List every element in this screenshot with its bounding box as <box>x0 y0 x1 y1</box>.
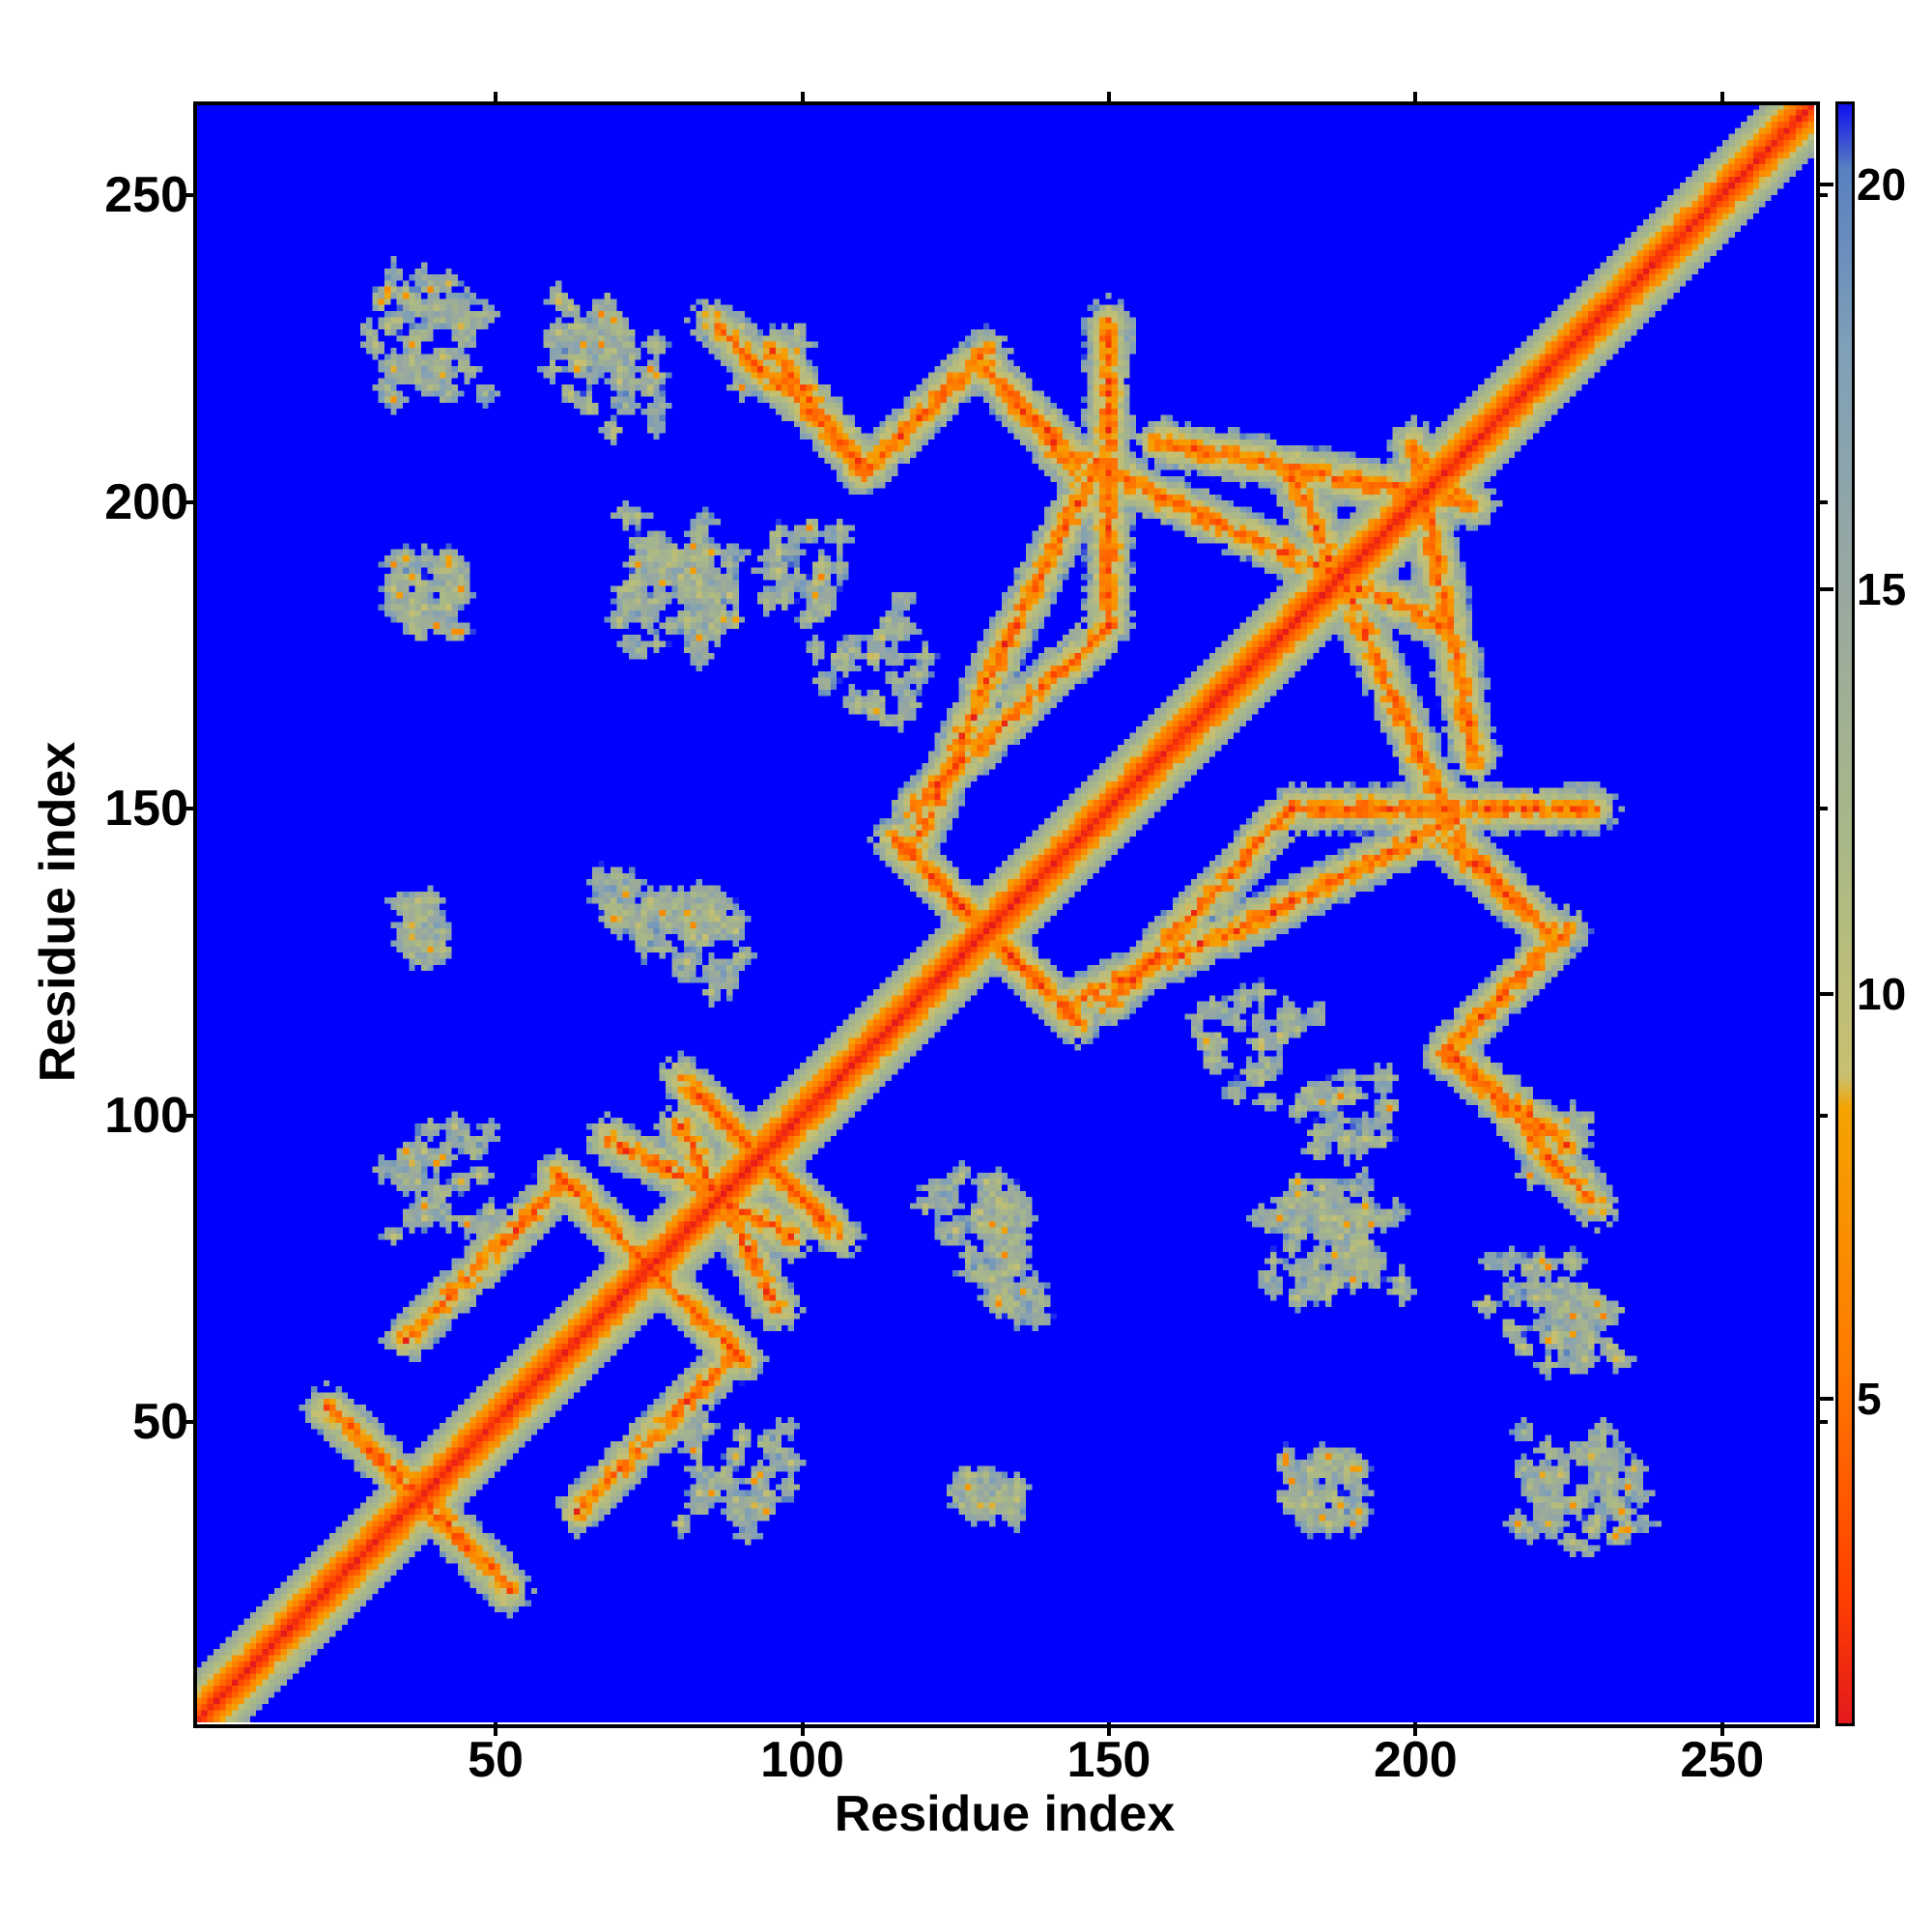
y-tick-mark <box>182 499 195 504</box>
x-top-tick-mark <box>800 92 805 101</box>
y-right-tick-mark <box>1818 499 1828 504</box>
x-tick-mark <box>494 1722 498 1736</box>
y-tick-label: 100 <box>104 1087 188 1144</box>
y-axis-title: Residue index <box>30 741 86 1083</box>
x-tick-label: 250 <box>1680 1732 1765 1788</box>
x-tick-label: 100 <box>760 1732 844 1788</box>
colorbar-tick-label: 5 <box>1857 1373 1882 1424</box>
x-top-tick-mark <box>494 92 498 101</box>
colorbar-tick-label: 10 <box>1857 968 1907 1019</box>
x-top-tick-mark <box>1413 92 1418 101</box>
x-tick-label: 150 <box>1066 1732 1151 1788</box>
x-tick-mark <box>1106 1722 1111 1736</box>
y-tick-mark <box>182 1419 195 1424</box>
y-right-tick-mark <box>1818 1419 1828 1424</box>
colorbar-tick-label: 15 <box>1857 563 1907 614</box>
y-tick-label: 250 <box>104 167 188 224</box>
y-tick-mark <box>182 807 195 811</box>
colorbar-tick-mark <box>1820 182 1833 186</box>
x-axis-title: Residue index <box>834 1786 1176 1842</box>
colorbar <box>1835 101 1855 1726</box>
y-tick-label: 50 <box>132 1393 188 1450</box>
colorbar-tick-label: 20 <box>1857 158 1907 210</box>
y-tick-mark <box>182 193 195 198</box>
y-tick-mark <box>182 1113 195 1118</box>
heatmap-cells <box>195 103 1814 1722</box>
y-tick-label: 150 <box>104 781 188 838</box>
x-top-tick-mark <box>1719 92 1724 101</box>
x-tick-label: 200 <box>1373 1732 1458 1788</box>
y-right-tick-mark <box>1818 1113 1828 1118</box>
x-tick-mark <box>1413 1722 1418 1736</box>
y-tick-label: 200 <box>104 473 188 530</box>
x-tick-mark <box>800 1722 805 1736</box>
y-right-tick-mark <box>1818 193 1828 198</box>
heatmap-plot-area <box>195 103 1814 1722</box>
colorbar-tick-mark <box>1820 1396 1833 1401</box>
y-right-tick-mark <box>1818 807 1828 811</box>
colorbar-tick-mark <box>1820 991 1833 996</box>
x-tick-label: 50 <box>468 1732 524 1788</box>
x-top-tick-mark <box>1106 92 1111 101</box>
x-tick-mark <box>1719 1722 1724 1736</box>
colorbar-tick-mark <box>1820 586 1833 591</box>
